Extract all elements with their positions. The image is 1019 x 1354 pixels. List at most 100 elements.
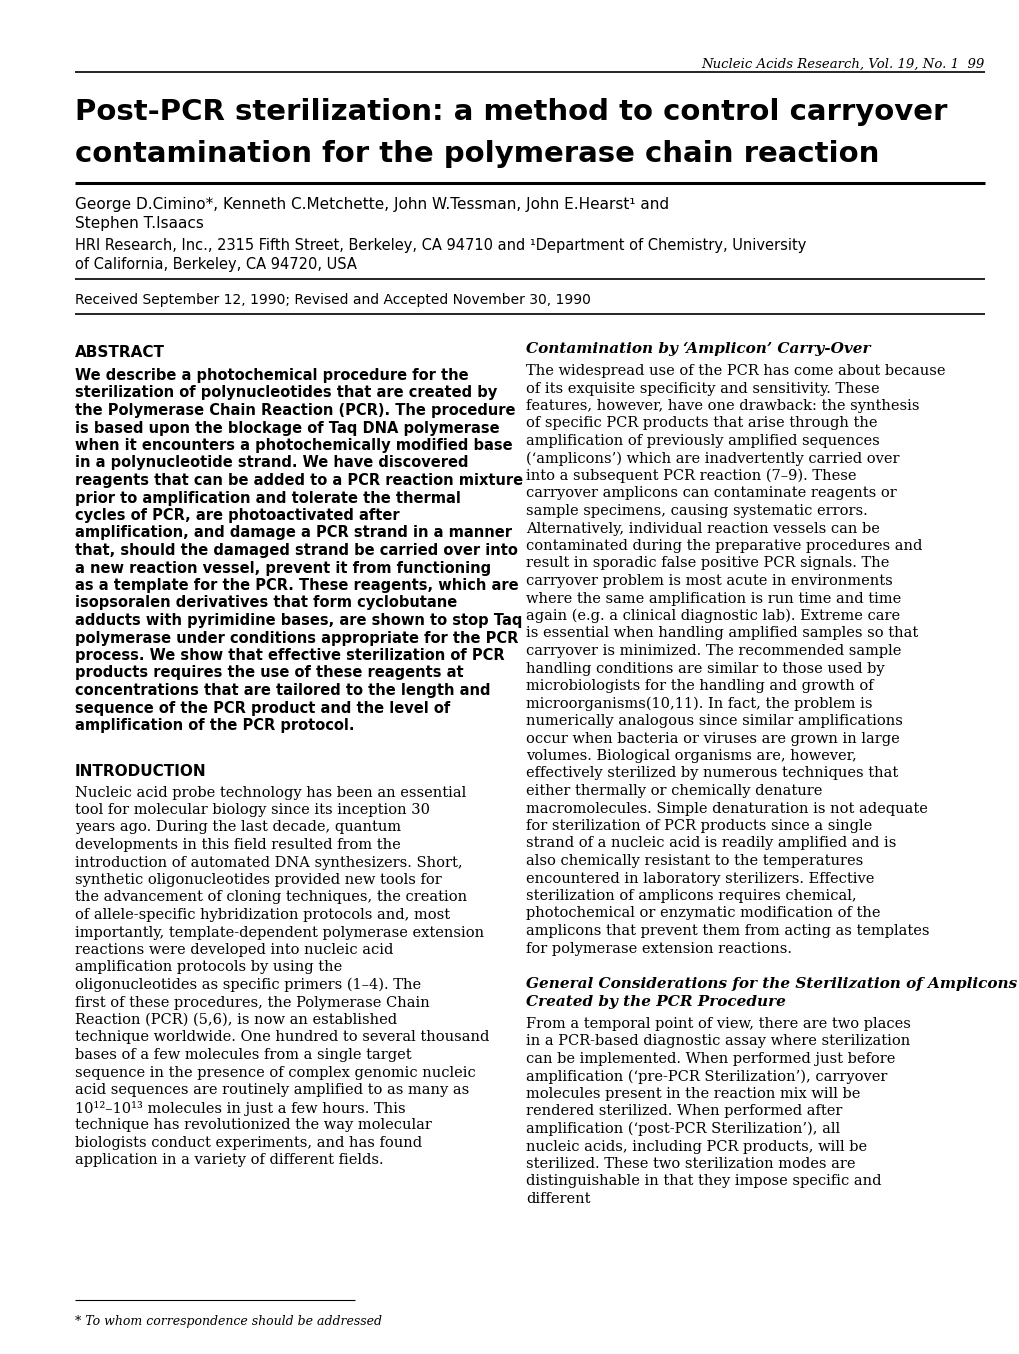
Text: amplification of the PCR protocol.: amplification of the PCR protocol.	[75, 718, 355, 733]
Text: bases of a few molecules from a single target: bases of a few molecules from a single t…	[75, 1048, 412, 1062]
Text: that, should the damaged strand be carried over into: that, should the damaged strand be carri…	[75, 543, 518, 558]
Text: Created by the PCR Procedure: Created by the PCR Procedure	[526, 995, 785, 1009]
Text: importantly, template-dependent polymerase extension: importantly, template-dependent polymera…	[75, 926, 484, 940]
Text: contaminated during the preparative procedures and: contaminated during the preparative proc…	[526, 539, 921, 552]
Text: HRI Research, Inc., 2315 Fifth Street, Berkeley, CA 94710 and ¹Department of Che: HRI Research, Inc., 2315 Fifth Street, B…	[75, 238, 806, 253]
Text: sterilized. These two sterilization modes are: sterilized. These two sterilization mode…	[526, 1158, 855, 1171]
Text: microorganisms(10,11). In fact, the problem is: microorganisms(10,11). In fact, the prob…	[526, 696, 871, 711]
Text: Reaction (PCR) (5,6), is now an established: Reaction (PCR) (5,6), is now an establis…	[75, 1013, 396, 1026]
Text: years ago. During the last decade, quantum: years ago. During the last decade, quant…	[75, 821, 400, 834]
Text: is based upon the blockage of Taq DNA polymerase: is based upon the blockage of Taq DNA po…	[75, 421, 499, 436]
Text: numerically analogous since similar amplifications: numerically analogous since similar ampl…	[526, 714, 902, 728]
Text: products requires the use of these reagents at: products requires the use of these reage…	[75, 666, 464, 681]
Text: different: different	[526, 1192, 590, 1206]
Text: either thermally or chemically denature: either thermally or chemically denature	[526, 784, 821, 798]
Text: the Polymerase Chain Reaction (PCR). The procedure: the Polymerase Chain Reaction (PCR). The…	[75, 403, 515, 418]
Text: amplification, and damage a PCR strand in a manner: amplification, and damage a PCR strand i…	[75, 525, 512, 540]
Text: ABSTRACT: ABSTRACT	[75, 345, 165, 360]
Text: General Considerations for the Sterilization of Amplicons: General Considerations for the Steriliza…	[526, 978, 1016, 991]
Text: as a template for the PCR. These reagents, which are: as a template for the PCR. These reagent…	[75, 578, 518, 593]
Text: result in sporadic false positive PCR signals. The: result in sporadic false positive PCR si…	[526, 556, 889, 570]
Text: Nucleic acid probe technology has been an essential: Nucleic acid probe technology has been a…	[75, 785, 466, 799]
Text: strand of a nucleic acid is readily amplified and is: strand of a nucleic acid is readily ampl…	[526, 837, 896, 850]
Text: distinguishable in that they impose specific and: distinguishable in that they impose spec…	[526, 1174, 880, 1189]
Text: first of these procedures, the Polymerase Chain: first of these procedures, the Polymeras…	[75, 995, 429, 1010]
Text: for sterilization of PCR products since a single: for sterilization of PCR products since …	[526, 819, 871, 833]
Text: a new reaction vessel, prevent it from functioning: a new reaction vessel, prevent it from f…	[75, 561, 490, 575]
Text: is essential when handling amplified samples so that: is essential when handling amplified sam…	[526, 627, 917, 640]
Text: also chemically resistant to the temperatures: also chemically resistant to the tempera…	[526, 854, 862, 868]
Text: of its exquisite specificity and sensitivity. These: of its exquisite specificity and sensiti…	[526, 382, 878, 395]
Text: biologists conduct experiments, and has found: biologists conduct experiments, and has …	[75, 1136, 422, 1150]
Text: of allele-specific hybridization protocols and, most: of allele-specific hybridization protoco…	[75, 909, 449, 922]
Text: sample specimens, causing systematic errors.: sample specimens, causing systematic err…	[526, 504, 867, 519]
Text: We describe a photochemical procedure for the: We describe a photochemical procedure fo…	[75, 368, 468, 383]
Text: From a temporal point of view, there are two places: From a temporal point of view, there are…	[526, 1017, 910, 1030]
Text: encountered in laboratory sterilizers. Effective: encountered in laboratory sterilizers. E…	[526, 872, 873, 886]
Text: tool for molecular biology since its inception 30: tool for molecular biology since its inc…	[75, 803, 430, 816]
Text: synthetic oligonucleotides provided new tools for: synthetic oligonucleotides provided new …	[75, 873, 441, 887]
Text: handling conditions are similar to those used by: handling conditions are similar to those…	[526, 662, 883, 676]
Text: reactions were developed into nucleic acid: reactions were developed into nucleic ac…	[75, 942, 393, 957]
Text: technique has revolutionized the way molecular: technique has revolutionized the way mol…	[75, 1118, 431, 1132]
Text: oligonucleotides as specific primers (1–4). The: oligonucleotides as specific primers (1–…	[75, 978, 421, 992]
Text: effectively sterilized by numerous techniques that: effectively sterilized by numerous techn…	[526, 766, 898, 780]
Text: adducts with pyrimidine bases, are shown to stop Taq: adducts with pyrimidine bases, are shown…	[75, 613, 522, 628]
Text: rendered sterilized. When performed after: rendered sterilized. When performed afte…	[526, 1105, 842, 1118]
Text: amplification (‘pre-PCR Sterilization’), carryover: amplification (‘pre-PCR Sterilization’),…	[526, 1070, 887, 1085]
Text: George D.Cimino*, Kenneth C.Metchette, John W.Tessman, John E.Hearst¹ and: George D.Cimino*, Kenneth C.Metchette, J…	[75, 196, 668, 213]
Text: amplicons that prevent them from acting as templates: amplicons that prevent them from acting …	[526, 923, 928, 938]
Text: polymerase under conditions appropriate for the PCR: polymerase under conditions appropriate …	[75, 631, 518, 646]
Text: technique worldwide. One hundred to several thousand: technique worldwide. One hundred to seve…	[75, 1030, 489, 1044]
Text: can be implemented. When performed just before: can be implemented. When performed just …	[526, 1052, 895, 1066]
Text: amplification protocols by using the: amplification protocols by using the	[75, 960, 342, 975]
Text: Stephen T.Isaacs: Stephen T.Isaacs	[75, 217, 204, 232]
Text: where the same amplification is run time and time: where the same amplification is run time…	[526, 592, 901, 605]
Text: acid sequences are routinely amplified to as many as: acid sequences are routinely amplified t…	[75, 1083, 469, 1097]
Text: molecules present in the reaction mix will be: molecules present in the reaction mix wi…	[526, 1087, 860, 1101]
Text: occur when bacteria or viruses are grown in large: occur when bacteria or viruses are grown…	[526, 731, 899, 746]
Text: sterilization of polynucleotides that are created by: sterilization of polynucleotides that ar…	[75, 386, 497, 401]
Text: prior to amplification and tolerate the thermal: prior to amplification and tolerate the …	[75, 490, 461, 505]
Text: macromolecules. Simple denaturation is not adequate: macromolecules. Simple denaturation is n…	[526, 802, 927, 815]
Text: sterilization of amplicons requires chemical,: sterilization of amplicons requires chem…	[526, 890, 856, 903]
Text: introduction of automated DNA synthesizers. Short,: introduction of automated DNA synthesize…	[75, 856, 463, 869]
Text: carryover problem is most acute in environments: carryover problem is most acute in envir…	[526, 574, 892, 588]
Text: sequence in the presence of complex genomic nucleic: sequence in the presence of complex geno…	[75, 1066, 475, 1079]
Text: developments in this field resulted from the: developments in this field resulted from…	[75, 838, 400, 852]
Text: amplification of previously amplified sequences: amplification of previously amplified se…	[526, 435, 878, 448]
Text: nucleic acids, including PCR products, will be: nucleic acids, including PCR products, w…	[526, 1140, 866, 1154]
Text: the advancement of cloning techniques, the creation: the advancement of cloning techniques, t…	[75, 891, 467, 904]
Text: * To whom correspondence should be addressed: * To whom correspondence should be addre…	[75, 1315, 382, 1328]
Text: carryover amplicons can contaminate reagents or: carryover amplicons can contaminate reag…	[526, 486, 896, 501]
Text: in a polynucleotide strand. We have discovered: in a polynucleotide strand. We have disc…	[75, 455, 468, 470]
Text: reagents that can be added to a PCR reaction mixture: reagents that can be added to a PCR reac…	[75, 473, 523, 487]
Text: concentrations that are tailored to the length and: concentrations that are tailored to the …	[75, 682, 490, 699]
Text: when it encounters a photochemically modified base: when it encounters a photochemically mod…	[75, 437, 513, 454]
Text: of specific PCR products that arise through the: of specific PCR products that arise thro…	[526, 417, 876, 431]
Text: Received September 12, 1990; Revised and Accepted November 30, 1990: Received September 12, 1990; Revised and…	[75, 292, 590, 307]
Text: (‘amplicons’) which are inadvertently carried over: (‘amplicons’) which are inadvertently ca…	[526, 451, 899, 466]
Text: Alternatively, individual reaction vessels can be: Alternatively, individual reaction vesse…	[526, 521, 879, 535]
Text: INTRODUCTION: INTRODUCTION	[75, 764, 207, 779]
Text: Contamination by ‘Amplicon’ Carry-Over: Contamination by ‘Amplicon’ Carry-Over	[526, 343, 869, 356]
Text: photochemical or enzymatic modification of the: photochemical or enzymatic modification …	[526, 906, 879, 921]
Text: Nucleic Acids Research, Vol. 19, No. 1  99: Nucleic Acids Research, Vol. 19, No. 1 9…	[701, 58, 984, 70]
Text: process. We show that effective sterilization of PCR: process. We show that effective steriliz…	[75, 649, 504, 663]
Text: amplification (‘post-PCR Sterilization’), all: amplification (‘post-PCR Sterilization’)…	[526, 1122, 840, 1136]
Text: The widespread use of the PCR has come about because: The widespread use of the PCR has come a…	[526, 364, 945, 378]
Text: volumes. Biological organisms are, however,: volumes. Biological organisms are, howev…	[526, 749, 856, 764]
Text: again (e.g. a clinical diagnostic lab). Extreme care: again (e.g. a clinical diagnostic lab). …	[526, 609, 899, 623]
Text: of California, Berkeley, CA 94720, USA: of California, Berkeley, CA 94720, USA	[75, 257, 357, 272]
Text: into a subsequent PCR reaction (7–9). These: into a subsequent PCR reaction (7–9). Th…	[526, 468, 856, 483]
Text: isopsoralen derivatives that form cyclobutane: isopsoralen derivatives that form cyclob…	[75, 596, 457, 611]
Text: microbiologists for the handling and growth of: microbiologists for the handling and gro…	[526, 678, 872, 693]
Text: 10¹²–10¹³ molecules in just a few hours. This: 10¹²–10¹³ molecules in just a few hours.…	[75, 1101, 406, 1116]
Text: Post-PCR sterilization: a method to control carryover: Post-PCR sterilization: a method to cont…	[75, 97, 947, 126]
Text: contamination for the polymerase chain reaction: contamination for the polymerase chain r…	[75, 139, 878, 168]
Text: for polymerase extension reactions.: for polymerase extension reactions.	[526, 941, 791, 956]
Text: cycles of PCR, are photoactivated after: cycles of PCR, are photoactivated after	[75, 508, 399, 523]
Text: features, however, have one drawback: the synthesis: features, however, have one drawback: th…	[526, 399, 918, 413]
Text: carryover is minimized. The recommended sample: carryover is minimized. The recommended …	[526, 645, 901, 658]
Text: application in a variety of different fields.: application in a variety of different fi…	[75, 1154, 383, 1167]
